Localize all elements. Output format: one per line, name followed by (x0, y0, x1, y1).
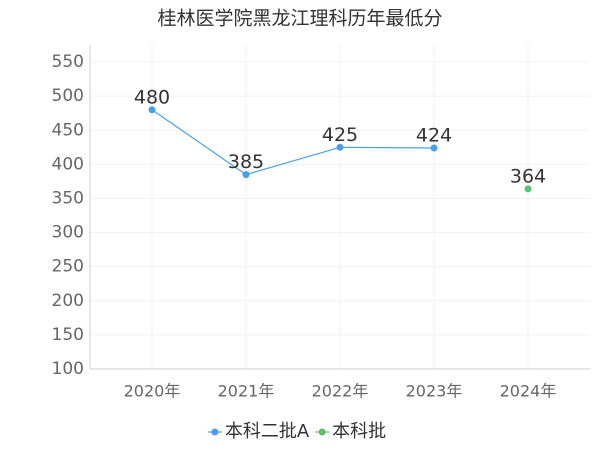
legend-item: 本科二批A (207, 421, 310, 442)
legend-item: 本科批 (315, 421, 386, 442)
data-label: 424 (416, 124, 452, 146)
legend-label: 本科批 (332, 421, 386, 442)
y-tick-label: 100 (52, 359, 84, 379)
data-label: 364 (510, 165, 546, 187)
point (430, 144, 438, 152)
x-tick-label: 2024年 (500, 382, 557, 401)
x-tick-label: 2020年 (124, 382, 181, 401)
y-tick-label: 450 (52, 120, 84, 140)
y-tick-label: 250 (52, 257, 84, 277)
x-tick-label: 2023年 (406, 382, 463, 401)
legend: 本科二批A 本科批 (207, 421, 386, 442)
y-tick-label: 500 (52, 86, 84, 106)
legend-marker (211, 428, 219, 436)
legend-marker (318, 428, 326, 436)
point (148, 106, 156, 114)
x-tick-label: 2021年 (218, 382, 275, 401)
data-label: 480 (134, 86, 170, 108)
series-line (151, 109, 435, 176)
point (336, 143, 344, 151)
chart-title: 桂林医学院黑龙江理科历年最低分 (157, 8, 442, 30)
legend-label: 本科二批A (225, 421, 310, 442)
point (242, 171, 250, 179)
data-label: 425 (322, 124, 358, 146)
x-tick-label: 2022年 (312, 382, 369, 401)
data-label: 385 (228, 151, 264, 173)
point (524, 185, 532, 193)
y-tick-label: 300 (52, 223, 84, 243)
y-tick-label: 200 (52, 291, 84, 311)
y-tick-label: 400 (52, 154, 84, 174)
y-tick-label: 550 (52, 52, 84, 72)
y-tick-label: 350 (52, 188, 84, 208)
y-tick-label: 150 (52, 325, 84, 345)
